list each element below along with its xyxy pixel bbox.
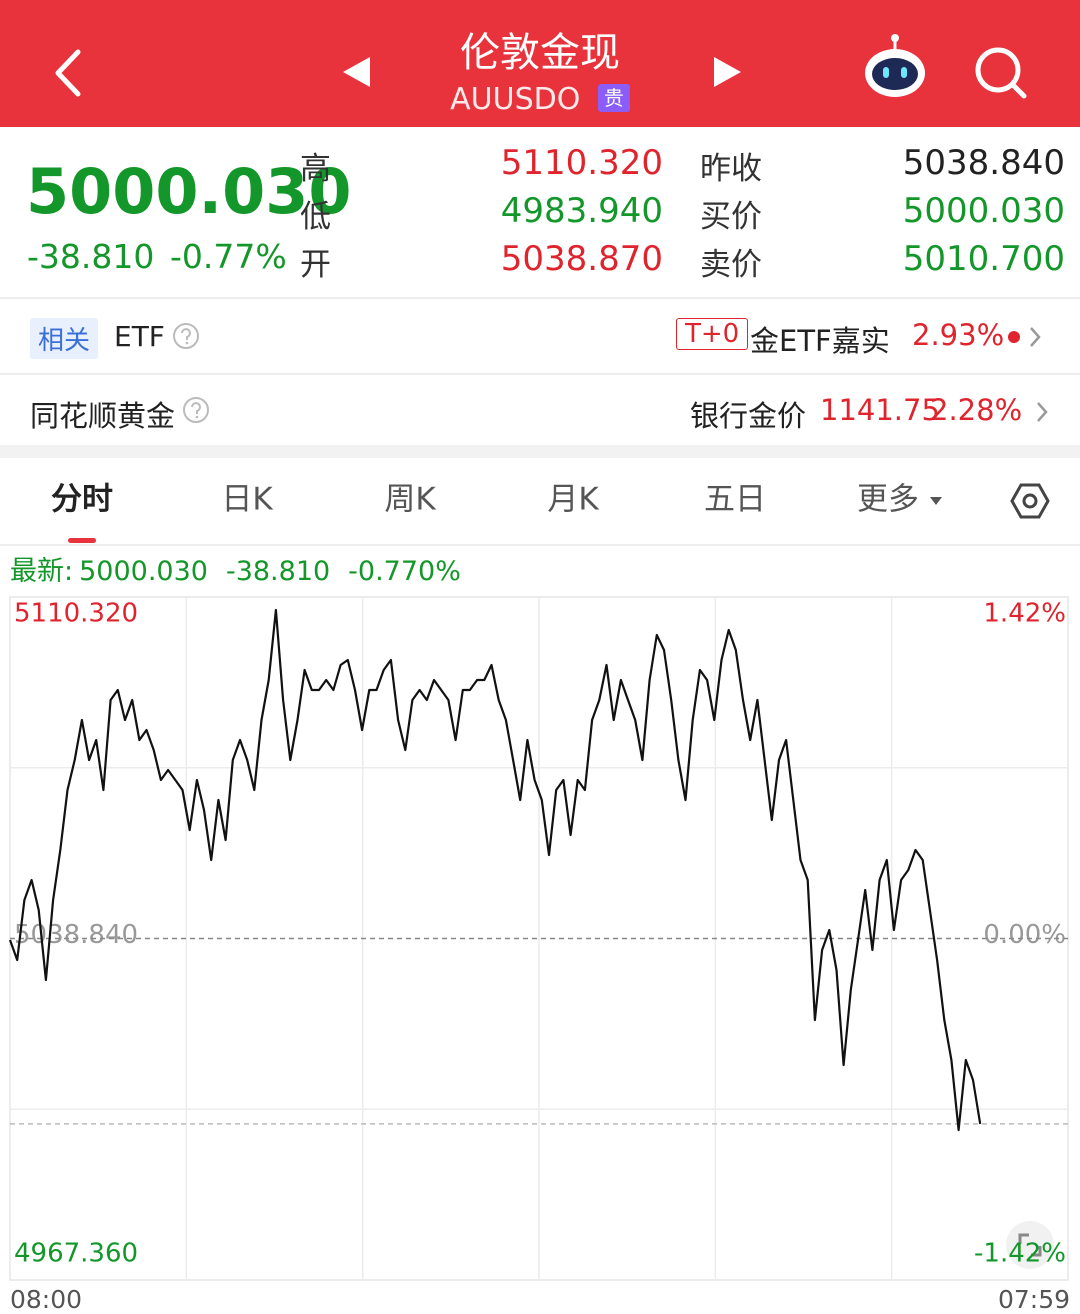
expand-button[interactable] — [1006, 1221, 1054, 1269]
assistant-button[interactable] — [865, 34, 925, 97]
search-button[interactable] — [975, 47, 1027, 99]
y-tick-label: 5038.840 — [14, 920, 138, 950]
latest-part: -38.810 — [226, 556, 330, 587]
price-line — [8, 608, 982, 1132]
tab[interactable]: 月K — [547, 482, 599, 518]
tab[interactable]: 分时 — [51, 482, 113, 518]
related-row[interactable]: 相关 ETF T+0 金ETF嘉实 2.93% — [0, 300, 1080, 375]
bank-price: 1141.75 — [820, 393, 940, 427]
more-caret — [930, 497, 942, 505]
title: 伦敦金现 — [460, 30, 620, 76]
subtitle: AUUSDO 贵 — [0, 82, 1080, 117]
latest-quote: 最新: 5000.030 -38.810 -0.770% — [10, 556, 461, 587]
prev-button[interactable] — [343, 57, 370, 87]
fund-name: 金ETF嘉实 — [750, 324, 890, 358]
field-value: 5110.320 — [500, 143, 663, 183]
back-button[interactable] — [55, 49, 81, 97]
header-icons — [55, 34, 1027, 99]
latest-part: 最新: — [10, 556, 73, 587]
field-value: 5010.700 — [902, 239, 1065, 279]
field-value: 5000.030 — [902, 191, 1065, 231]
field-label: 买价 — [700, 199, 762, 235]
field-label: 昨收 — [700, 151, 762, 187]
quote-panel: 5000.030 -38.810 -0.77% 高 5110.320 低 4983.9… — [0, 127, 1080, 297]
change: -38.810 — [27, 237, 155, 276]
help-icon[interactable] — [182, 396, 212, 426]
x-tick-label: 07:59 — [998, 1285, 1070, 1314]
y2-tick-label: 0.00% — [983, 920, 1066, 950]
divider — [0, 297, 1080, 299]
field-label: 高 — [300, 151, 331, 187]
related-tag: 相关 — [30, 318, 99, 359]
fund-change: 2.93% — [912, 318, 1005, 352]
last-price: 5000.030 — [26, 155, 352, 228]
settings-button[interactable] — [1010, 483, 1050, 519]
fund-arrow — [1008, 327, 1041, 347]
bank-label: 银行金价 — [690, 399, 807, 433]
header: 伦敦金现 AUUSDO 贵 — [0, 0, 1080, 127]
y2-tick-label: 1.42% — [983, 599, 1066, 629]
y-tick-label: 5110.320 — [14, 599, 138, 629]
gold-arrow — [1037, 402, 1048, 422]
x-tick-label: 08:00 — [10, 1285, 82, 1314]
bank-change: 2.28% — [930, 393, 1023, 427]
y2-tick-label: -1.42% — [974, 1239, 1066, 1269]
latest-part: -0.770% — [348, 556, 461, 587]
tab[interactable]: 五日 — [704, 482, 766, 518]
y-tick-label: 4967.360 — [14, 1239, 138, 1269]
tab-indicator — [68, 538, 96, 543]
field-label: 开 — [300, 247, 331, 283]
field-value: 4983.940 — [500, 191, 663, 231]
latest-part: 5000.030 — [79, 556, 208, 587]
tab[interactable]: 周K — [384, 482, 436, 518]
field-label: 卖价 — [700, 247, 762, 283]
field-label: 低 — [300, 199, 331, 235]
next-button[interactable] — [714, 57, 741, 87]
fund-tag: T+0 — [676, 318, 749, 350]
gold-row[interactable]: 同花顺黄金 银行金价 1141.75 2.28% — [0, 375, 1080, 445]
related-label: ETF — [114, 320, 165, 353]
code: AUUSDO — [450, 82, 581, 117]
change-percent: -0.77% — [170, 237, 287, 276]
field-value: 5038.870 — [500, 239, 663, 279]
badge: 贵 — [597, 84, 630, 112]
gap — [0, 445, 1080, 458]
tab[interactable]: 更多 — [857, 482, 919, 518]
tab[interactable]: 日K — [221, 482, 273, 518]
gold-label: 同花顺黄金 — [30, 399, 176, 433]
field-value: 5038.840 — [902, 143, 1065, 183]
help-icon[interactable] — [172, 322, 202, 352]
